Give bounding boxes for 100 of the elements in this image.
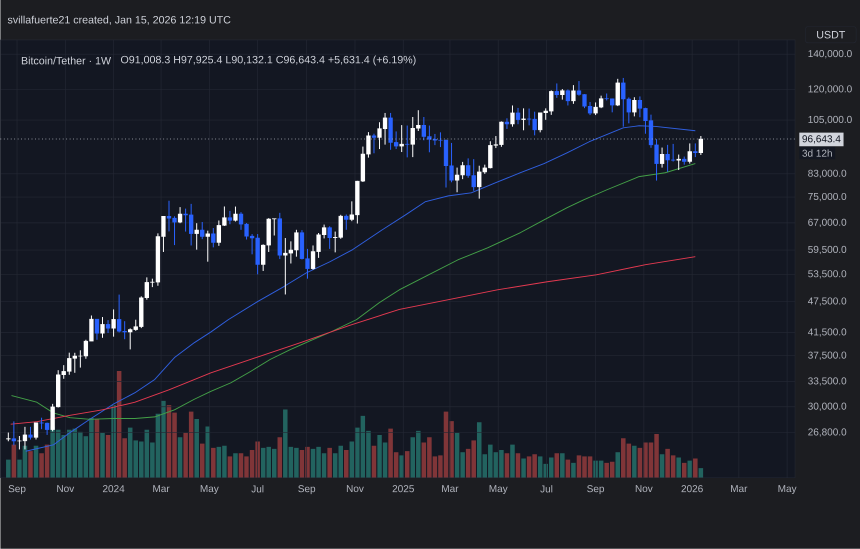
bar (233, 453, 238, 478)
candlestick (554, 83, 559, 98)
x-tick-label: Nov (636, 485, 653, 492)
bar (693, 458, 698, 478)
x-tick-label: May (200, 485, 219, 494)
candlestick (698, 136, 704, 156)
y-tick-label: 140,000.0 (808, 50, 852, 58)
bar (676, 458, 681, 478)
bar (571, 462, 576, 478)
bar (554, 453, 560, 478)
bar (632, 446, 637, 478)
candlestick (28, 426, 33, 440)
y-tick-label: 26,800.0 (808, 428, 846, 437)
candlestick (206, 230, 210, 262)
text: svillafuerte21 created, Jan 15, 2026 12:19 UTC (8, 16, 230, 25)
bar (34, 446, 38, 478)
x-tick-label: Mar (731, 485, 748, 492)
x-tick-label: May (778, 485, 797, 494)
bar (278, 437, 282, 478)
ref-line-label: 96,643.4 (802, 135, 841, 144)
bar (404, 451, 410, 478)
candlestick (616, 78, 620, 107)
candlestick (228, 210, 232, 225)
y-axis-title: USDT (817, 31, 846, 39)
y-tick-label: 120,000.0 (808, 85, 852, 94)
bar (211, 448, 216, 478)
bar (344, 450, 349, 478)
candlestick (688, 143, 692, 164)
candlestick (34, 422, 38, 440)
bar (504, 453, 510, 478)
candlestick (566, 89, 570, 106)
bar (12, 444, 16, 478)
bar (682, 462, 686, 478)
y-tick-label: 53,500.0 (808, 270, 846, 279)
candlestick (676, 154, 681, 171)
x-tick-label: 2026 (682, 485, 703, 492)
bar (372, 446, 376, 478)
candlestick (521, 108, 526, 131)
x-tick-label: 2024 (102, 485, 124, 492)
y-tick-label: 83,000.0 (808, 170, 846, 178)
candlestick (504, 118, 510, 130)
x-tick-label: Sep (298, 485, 316, 494)
bar (688, 460, 692, 478)
x-tick-label: 2025 (392, 485, 414, 492)
y-tick-label: 105,000.0 (808, 116, 852, 124)
bar (106, 435, 110, 478)
bar (94, 419, 100, 478)
x-tick-label: Sep (587, 485, 604, 494)
text: Bitcoin/Tether · 1W (22, 56, 112, 65)
candlestick (516, 108, 520, 125)
text: O91,008.3 H97,925.4 L90,132.1 C96,643.4 +5,631.4 (+6.19%) (120, 56, 416, 66)
x-tick-label: Sep (8, 485, 26, 494)
bar (6, 460, 11, 478)
y-tick-label: 33,500.0 (808, 377, 846, 386)
candlestick (100, 316, 105, 338)
x-tick-label: May (490, 485, 508, 494)
candlestick (344, 214, 348, 230)
bar (194, 419, 199, 478)
bar (178, 437, 182, 478)
y-tick-label: 59,500.0 (808, 246, 846, 254)
candlestick (693, 143, 698, 158)
candlestick (510, 105, 515, 128)
candlestick (106, 320, 110, 334)
candlestick (94, 318, 100, 340)
bar (615, 452, 620, 478)
bar (698, 468, 704, 478)
x-tick-label: Jul (540, 485, 552, 493)
candlestick (660, 147, 664, 168)
bar (200, 444, 204, 478)
bar (327, 448, 332, 478)
y-tick-label: 67,000.0 (808, 218, 846, 228)
bar (660, 454, 664, 478)
y-tick-label: 41,500.0 (808, 328, 846, 337)
candlestick (327, 226, 332, 250)
y-tick-label: 47,500.0 (808, 298, 846, 306)
candlestick (560, 88, 565, 100)
candlestick (178, 206, 182, 224)
candlestick (400, 124, 404, 153)
candlestick (372, 133, 376, 154)
candlestick (211, 228, 216, 248)
candlestick (194, 222, 199, 250)
y-tick-label: 37,500.0 (808, 352, 846, 360)
bar (510, 444, 515, 478)
bar (521, 458, 526, 478)
y-tick-label: 30,000.0 (808, 402, 846, 411)
x-tick-label: Nov (57, 485, 74, 492)
x-tick-label: Jul (251, 485, 264, 493)
x-tick-label: Mar (153, 485, 170, 492)
candlestick (111, 309, 116, 338)
candlestick (6, 432, 10, 442)
x-tick-label: Nov (346, 485, 364, 492)
candlestick (233, 206, 238, 222)
candlestick (632, 96, 637, 117)
candlestick (200, 222, 204, 240)
bar (100, 433, 105, 478)
bar (228, 456, 232, 478)
text: 3d 12h (802, 150, 832, 157)
bar (566, 460, 570, 478)
candlestick (571, 84, 576, 104)
bar (560, 453, 565, 478)
